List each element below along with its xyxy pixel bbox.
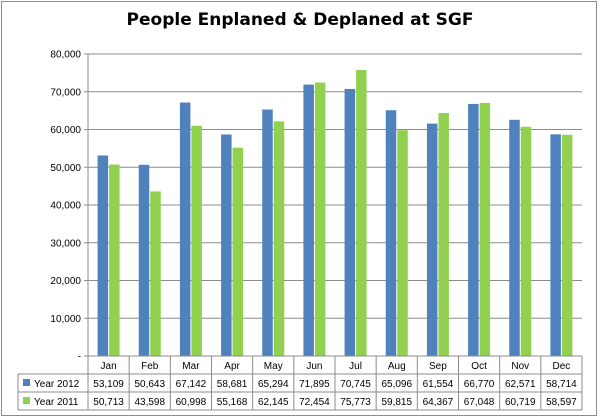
bar	[561, 134, 573, 356]
bar	[303, 84, 314, 356]
data-label: 65,096	[381, 379, 412, 390]
y-tick-label: 60,000	[50, 125, 81, 136]
data-label: 75,773	[340, 397, 371, 408]
y-tick-label: 80,000	[50, 50, 81, 61]
bar	[356, 69, 367, 357]
data-label: 59,815	[381, 397, 412, 408]
bar	[438, 113, 449, 356]
category-label: Sep	[429, 361, 447, 372]
data-label: 65,294	[258, 379, 289, 390]
data-label: 62,145	[258, 397, 289, 408]
y-tick-label: 10,000	[50, 314, 81, 325]
category-label: Jun	[306, 361, 322, 372]
data-label: 43,598	[134, 397, 165, 408]
series-name: Year 2011	[34, 397, 79, 408]
category-label: Oct	[471, 361, 487, 372]
data-label: 60,998	[176, 397, 207, 408]
bar	[273, 121, 285, 357]
bar	[426, 123, 438, 356]
category-label: Aug	[388, 361, 406, 372]
data-label: 50,713	[93, 397, 124, 408]
chart-title: People Enplaned & Deplaned at SGF	[126, 10, 474, 30]
bar	[314, 82, 326, 357]
y-tick-label: 20,000	[50, 276, 81, 287]
data-label: 66,770	[464, 379, 495, 390]
data-label: 72,454	[299, 397, 330, 408]
bar	[479, 102, 491, 356]
legend-key	[23, 397, 30, 404]
category-label: Nov	[511, 361, 529, 372]
data-label: 50,643	[134, 379, 165, 390]
bar	[520, 126, 532, 357]
data-label: 58,681	[217, 379, 248, 390]
bar	[232, 147, 244, 356]
bar	[179, 102, 191, 357]
y-tick-label: 50,000	[50, 163, 81, 174]
series-name: Year 2012	[34, 379, 80, 390]
bar	[150, 191, 161, 356]
bar	[385, 110, 397, 356]
data-label: 67,142	[176, 379, 207, 390]
category-label: Apr	[224, 361, 240, 372]
category-label: Feb	[141, 361, 159, 372]
data-label: 58,597	[546, 397, 577, 408]
category-label: May	[264, 361, 283, 372]
data-label: 53,109	[93, 379, 124, 390]
legend-key	[23, 379, 30, 386]
bar	[221, 134, 232, 356]
bar	[344, 88, 356, 356]
bar	[550, 134, 561, 356]
bar	[468, 103, 479, 356]
bar	[97, 155, 109, 356]
bar	[109, 164, 120, 356]
bar	[138, 164, 150, 356]
y-tick-label: 40,000	[50, 201, 81, 212]
data-label: 71,895	[299, 379, 330, 390]
category-label: Jan	[101, 361, 117, 372]
y-tick-label: 70,000	[50, 87, 81, 98]
data-label: 64,367	[423, 397, 454, 408]
data-label: 70,745	[340, 379, 371, 390]
bar	[262, 109, 273, 356]
y-tick-label: -	[78, 352, 81, 363]
category-label: Mar	[182, 361, 200, 372]
data-label: 60,719	[505, 397, 536, 408]
data-label: 61,554	[423, 379, 454, 390]
bar	[509, 119, 520, 357]
data-label: 55,168	[217, 397, 248, 408]
bar	[191, 125, 202, 357]
data-label: 62,571	[505, 379, 536, 390]
bar	[397, 130, 408, 356]
category-label: Jul	[349, 361, 362, 372]
data-label: 58,714	[546, 379, 577, 390]
y-tick-label: 30,000	[50, 238, 81, 249]
category-label: Dec	[553, 361, 571, 372]
data-label: 67,048	[464, 397, 495, 408]
